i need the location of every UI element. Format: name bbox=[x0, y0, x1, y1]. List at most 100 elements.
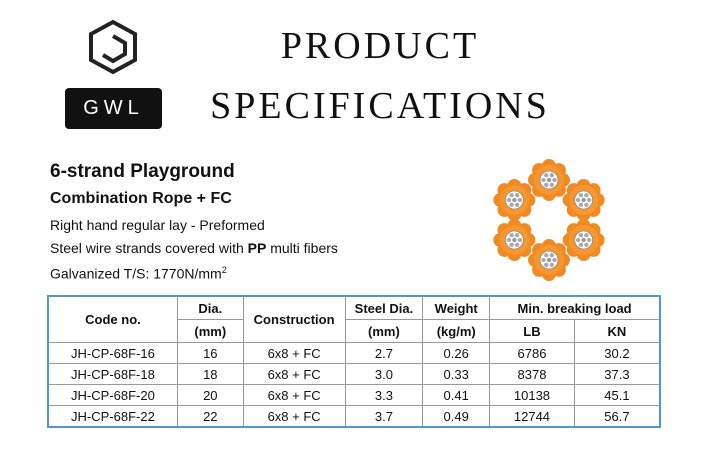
rope-part bbox=[506, 237, 512, 243]
table-cell: Code no. bbox=[47, 295, 178, 343]
product-name: 6-strand Playground bbox=[50, 161, 235, 182]
logo-text: GWL bbox=[65, 88, 162, 129]
table-cell: LB bbox=[489, 319, 575, 343]
table-cell: JH-CP-68F-20 bbox=[47, 384, 178, 406]
table-cell: 3.7 bbox=[344, 405, 424, 428]
product-fibers: Steel wire strands covered with PP multi… bbox=[50, 240, 338, 256]
text: Steel wire strands covered with bbox=[50, 240, 248, 256]
rope-part bbox=[546, 177, 552, 183]
table-cell: 6x8 + FC bbox=[242, 363, 346, 385]
rope-part bbox=[514, 202, 520, 207]
rope-part bbox=[506, 197, 512, 203]
table-cell: Weight bbox=[422, 295, 491, 320]
rope-part bbox=[549, 173, 554, 178]
title-line: SPECIFICATIONS bbox=[210, 85, 550, 127]
rope-part bbox=[517, 237, 523, 243]
table-cell: 6x8 + FC bbox=[242, 342, 346, 364]
table-row: JH-CP-68F-18 18 6x8 + FC 3.0 0.33 8378 37.3 bbox=[47, 363, 661, 385]
rope-part bbox=[575, 237, 581, 243]
rope-part bbox=[552, 177, 557, 183]
table-cell: (mm) bbox=[344, 319, 424, 343]
rope-part bbox=[509, 242, 514, 247]
rope-part bbox=[584, 202, 589, 207]
rope-part bbox=[509, 233, 514, 238]
table-cell: 2.7 bbox=[344, 342, 424, 364]
table-cell: KN bbox=[573, 319, 661, 343]
table-cell: 3.0 bbox=[344, 363, 424, 385]
table-cell: 10138 bbox=[489, 384, 575, 406]
table-row: JH-CP-68F-16 16 6x8 + FC 2.7 0.26 6786 30.2 bbox=[47, 342, 661, 364]
product-strength: Galvanized T/S: 1770N/mm2 bbox=[50, 265, 227, 282]
rope-part bbox=[586, 237, 592, 243]
rope-part bbox=[586, 197, 592, 203]
rope-part bbox=[544, 262, 549, 267]
table-cell: 56.7 bbox=[573, 405, 661, 428]
rope-part bbox=[584, 193, 589, 198]
rope-part bbox=[541, 177, 546, 183]
product-subtitle: Combination Rope + FC bbox=[50, 190, 232, 207]
rope-part bbox=[544, 173, 549, 178]
rope-part bbox=[584, 233, 589, 238]
rope-part bbox=[549, 182, 554, 187]
rope-part bbox=[549, 253, 554, 258]
table-cell: 12744 bbox=[489, 405, 575, 428]
table-cell: 20 bbox=[176, 384, 244, 406]
rope-part bbox=[578, 233, 584, 238]
rope-part bbox=[512, 197, 517, 203]
table-cell: JH-CP-68F-16 bbox=[47, 342, 178, 364]
title-line: PRODUCT bbox=[280, 25, 480, 67]
rope-part bbox=[578, 193, 584, 198]
rope-part bbox=[581, 197, 586, 203]
rope-part bbox=[578, 242, 584, 247]
table-cell: Dia. bbox=[176, 295, 244, 320]
rope-part bbox=[509, 202, 514, 207]
rope-part bbox=[581, 237, 586, 243]
rope-part bbox=[584, 242, 589, 247]
rope-part bbox=[509, 193, 514, 198]
rope-part bbox=[512, 237, 517, 243]
rope-illustration bbox=[493, 159, 605, 281]
table-cell: 22 bbox=[176, 405, 244, 428]
table-cell: 6x8 + FC bbox=[242, 384, 346, 406]
rope-part bbox=[552, 257, 557, 263]
table-cell: (mm) bbox=[176, 319, 244, 343]
table-cell: 8378 bbox=[489, 363, 575, 385]
table-cell: 0.26 bbox=[422, 342, 491, 364]
product-lay: Right hand regular lay - Preformed bbox=[50, 217, 265, 233]
table-cell: 0.33 bbox=[422, 363, 491, 385]
table-cell: 45.1 bbox=[573, 384, 661, 406]
table-cell: 0.41 bbox=[422, 384, 491, 406]
rope-part bbox=[514, 233, 520, 238]
rope-part bbox=[517, 197, 523, 203]
rope-part bbox=[575, 197, 581, 203]
rope-part bbox=[578, 202, 584, 207]
table-cell: JH-CP-68F-22 bbox=[47, 405, 178, 428]
table-row: JH-CP-68F-22 22 6x8 + FC 3.7 0.49 12744 56.7 bbox=[47, 405, 661, 428]
table-cell: Min. breaking load bbox=[489, 295, 661, 320]
table-row: JH-CP-68F-20 20 6x8 + FC 3.3 0.41 10138 45.1 bbox=[47, 384, 661, 406]
rope-part bbox=[544, 182, 549, 187]
table-cell: 6786 bbox=[489, 342, 575, 364]
text: multi fibers bbox=[266, 240, 338, 256]
table-cell: 30.2 bbox=[573, 342, 661, 364]
table-cell: Construction bbox=[242, 295, 346, 343]
text: Galvanized T/S: 1770N/mm bbox=[50, 265, 222, 282]
spec-table: Code no. Dia. Construction Steel Dia. Weight… bbox=[47, 295, 661, 428]
rope-part bbox=[541, 257, 546, 263]
table-cell: JH-CP-68F-18 bbox=[47, 363, 178, 385]
table-cell: 37.3 bbox=[573, 363, 661, 385]
header-row: Code no. Dia. Construction Steel Dia. Weight… bbox=[47, 295, 661, 343]
rope-part bbox=[546, 257, 552, 263]
text: PP bbox=[247, 240, 267, 256]
header-row: (mm) (mm) (kg/m) LB KN bbox=[48, 319, 661, 343]
table-cell: 0.49 bbox=[422, 405, 491, 428]
table-cell: (kg/m) bbox=[422, 319, 491, 343]
table-cell: 3.3 bbox=[344, 384, 424, 406]
text: 2 bbox=[221, 265, 227, 275]
rope-part bbox=[544, 253, 549, 258]
table-cell: 6x8 + FC bbox=[242, 405, 346, 428]
logo-icon bbox=[89, 19, 137, 75]
rope-part bbox=[514, 242, 520, 247]
rope-part bbox=[549, 262, 554, 267]
